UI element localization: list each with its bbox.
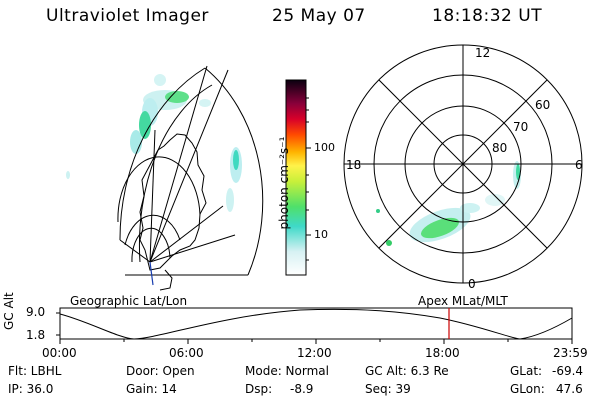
time-tick-0600: 06:00 xyxy=(169,346,204,360)
panel-label-apex: Apex MLat/MLT xyxy=(418,294,508,308)
mlt-label-6: 6 xyxy=(575,158,583,172)
panel-label-geographic: Geographic Lat/Lon xyxy=(70,294,188,308)
alt-tick-1-8: 1.8 xyxy=(26,328,46,342)
time-tick-1200: 12:00 xyxy=(297,346,332,360)
lat-label-80: 80 xyxy=(492,141,508,155)
continent-outline xyxy=(139,133,207,271)
glon-value: 47.6 xyxy=(556,382,583,396)
time-tick-0000: 00:00 xyxy=(42,346,77,360)
instrument-title: Ultraviolet Imager xyxy=(46,6,209,26)
glat-value: -69.4 xyxy=(552,364,584,378)
lat-label-60: 60 xyxy=(535,98,551,112)
filter-info: Flt: LBHL xyxy=(8,364,62,378)
aurora-emission-left xyxy=(66,74,242,212)
time-label: 18:18:32 UT xyxy=(432,6,543,26)
lat-label-70: 70 xyxy=(513,120,529,134)
time-tick-2359: 23:59 xyxy=(553,346,588,360)
sequence-info: Seq: 39 xyxy=(365,382,411,396)
glon-label: GLon: xyxy=(510,382,545,396)
ip-info: IP: 36.0 xyxy=(8,382,54,396)
dsp-value: -8.9 xyxy=(290,382,314,396)
aurora-emission-right xyxy=(376,161,521,246)
door-info: Door: Open xyxy=(126,364,195,378)
altitude-axis-label: GC Alt xyxy=(2,292,16,330)
gain-info: Gain: 14 xyxy=(126,382,177,396)
colorbar-tick-100: 100 xyxy=(314,141,335,154)
date-label: 25 May 07 xyxy=(272,6,366,26)
time-tick-1800: 18:00 xyxy=(425,346,460,360)
colorbar-tick-10: 10 xyxy=(314,228,328,241)
dsp-label: Dsp: xyxy=(245,382,273,396)
alt-tick-9: 9.0 xyxy=(26,305,46,319)
gc-altitude-info: GC Alt: 6.3 Re xyxy=(365,364,449,378)
glat-label: GLat: xyxy=(510,364,543,378)
mlt-label-0: 0 xyxy=(468,277,476,291)
mlt-label-12: 12 xyxy=(475,46,491,60)
mode-info: Mode: Normal xyxy=(245,364,329,378)
mlt-label-18: 18 xyxy=(346,158,362,172)
